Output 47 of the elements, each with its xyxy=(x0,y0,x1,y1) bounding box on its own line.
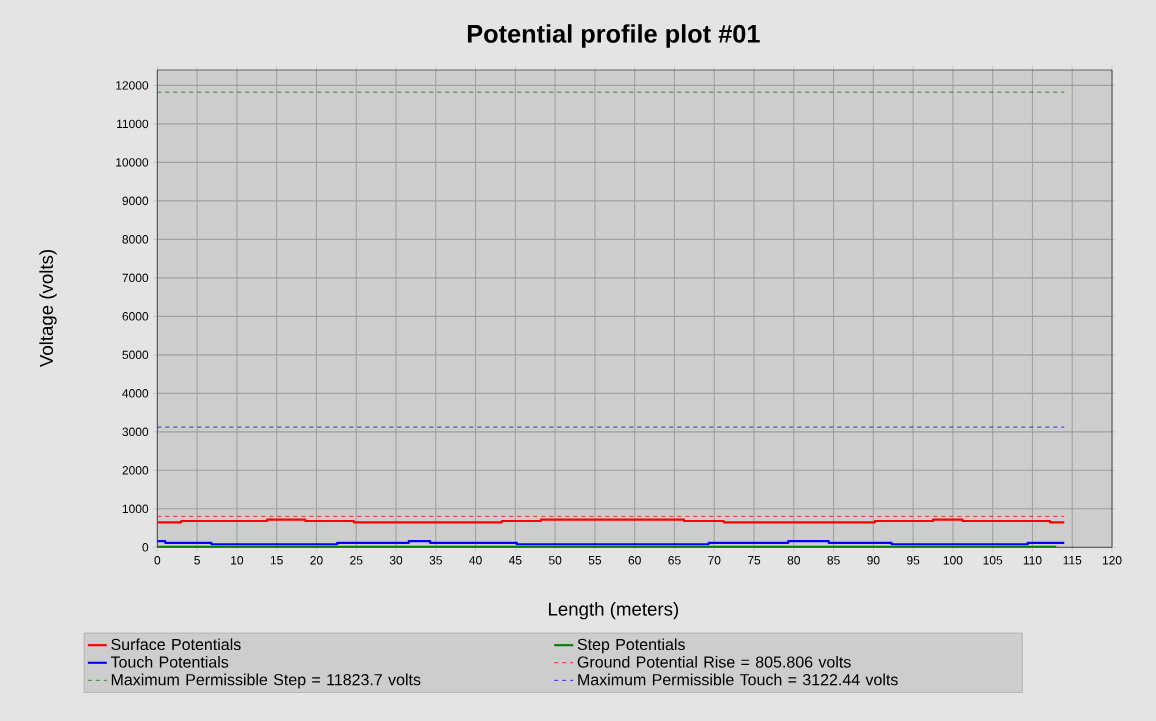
x-tick-label: 90 xyxy=(867,555,880,565)
y-tick-label: 11000 xyxy=(117,119,149,128)
y-tick-label: 7000 xyxy=(122,273,149,282)
x-tick-label: 15 xyxy=(270,555,283,565)
legend-label: Maximum Permissible Step = 11823.7 volts xyxy=(111,673,421,689)
y-tick-label: 4000 xyxy=(122,388,149,398)
x-tick-label: 70 xyxy=(708,555,721,565)
legend-label: Surface Potentials xyxy=(111,638,241,650)
x-tick-label: 65 xyxy=(668,555,681,565)
y-tick-label: 1000 xyxy=(122,504,149,513)
legend-label: Ground Potential Rise = 805.806 volts xyxy=(577,655,851,668)
y-tick-label: 8000 xyxy=(122,234,149,244)
x-tick-label: 0 xyxy=(154,555,161,565)
x-axis-title: Length (meters) xyxy=(548,601,679,620)
x-tick-label: 20 xyxy=(310,555,323,565)
x-tick-label: 105 xyxy=(983,555,1003,565)
y-tick-label: 9000 xyxy=(122,196,149,205)
x-tick-label: 100 xyxy=(943,555,963,565)
x-tick-label: 45 xyxy=(508,555,522,565)
y-tick-label: 3000 xyxy=(122,427,149,436)
x-tick-label: 5 xyxy=(194,555,200,565)
chart-title: Potential profile plot #01 xyxy=(467,24,760,48)
x-tick-label: 80 xyxy=(787,555,800,565)
x-tick-label: 55 xyxy=(588,555,602,565)
x-tick-label: 85 xyxy=(827,555,840,565)
x-tick-label: 120 xyxy=(1102,555,1122,565)
x-tick-label: 30 xyxy=(389,555,403,565)
y-axis-title: Voltage (volts) xyxy=(39,249,57,367)
x-tick-label: 75 xyxy=(747,555,761,565)
y-tick-label: 2000 xyxy=(122,465,149,475)
x-tick-label: 115 xyxy=(1063,555,1082,565)
y-tick-label: 5000 xyxy=(122,350,149,359)
x-tick-label: 95 xyxy=(907,555,920,565)
legend-label: Maximum Permissible Touch = 3122.44 volts xyxy=(578,673,898,686)
x-tick-label: 110 xyxy=(1023,555,1042,565)
y-tick-label: 0 xyxy=(142,542,149,552)
legend-label: Touch Potentials xyxy=(110,655,229,668)
x-tick-label: 25 xyxy=(350,555,363,565)
legend-label: Step Potentials xyxy=(577,638,685,654)
y-tick-label: 12000 xyxy=(116,80,149,90)
x-tick-label: 10 xyxy=(231,555,244,565)
y-tick-label: 10000 xyxy=(116,157,149,167)
y-tick-label: 6000 xyxy=(122,311,149,321)
x-tick-label: 40 xyxy=(469,555,482,565)
x-tick-label: 35 xyxy=(429,555,442,565)
x-tick-label: 60 xyxy=(628,555,641,565)
x-tick-label: 50 xyxy=(548,555,562,565)
